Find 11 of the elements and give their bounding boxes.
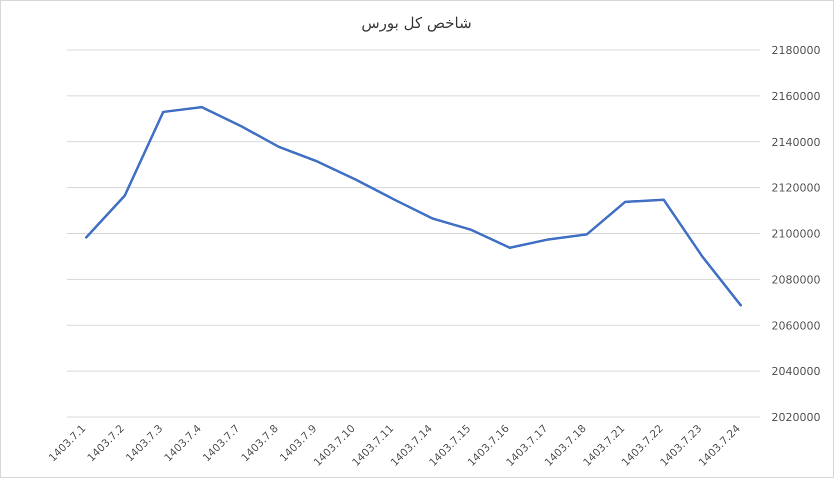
y-tick-label: 2120000 xyxy=(772,182,820,195)
chart-title: شاخص کل بورس xyxy=(361,14,472,32)
y-tick-label: 2020000 xyxy=(772,411,820,424)
line-series xyxy=(85,106,742,307)
y-tick-label: 2160000 xyxy=(772,90,820,103)
y-tick-label: 2080000 xyxy=(772,273,820,286)
y-tick-label: 2180000 xyxy=(772,44,820,57)
y-tick-label: 2060000 xyxy=(772,319,820,332)
y-tick-label: 2100000 xyxy=(772,228,820,240)
y-tick-label: 2140000 xyxy=(772,136,820,149)
y-tick-label: 2040000 xyxy=(772,365,820,378)
